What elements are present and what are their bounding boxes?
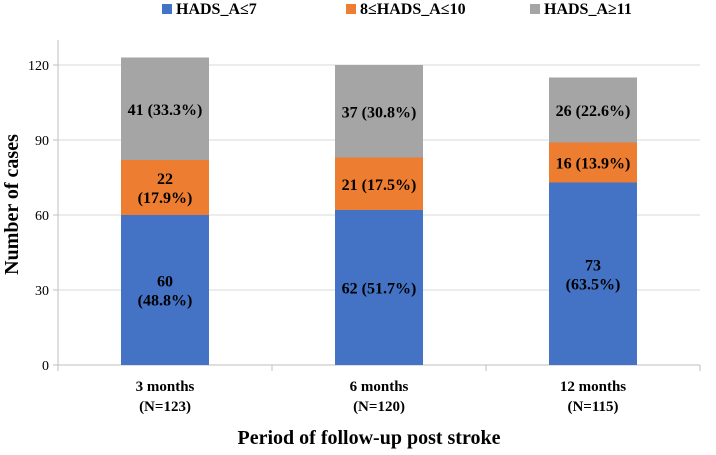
bar-segment [121, 57, 209, 160]
y-tick-label: 60 [35, 209, 49, 224]
bar-segment [121, 160, 209, 215]
x-category-label: 12 months (N=115) [560, 379, 626, 415]
bar-segment [549, 142, 637, 183]
y-tick-label: 120 [28, 59, 49, 74]
data-label: 21 (17.5%) [342, 177, 417, 194]
bar-segment [549, 77, 637, 143]
bar-segment [335, 65, 423, 158]
data-label: 62 (51.7%) [342, 281, 417, 298]
x-category-label: 3 months (N=123) [136, 379, 195, 415]
legend-swatch [530, 4, 540, 14]
data-label: 41 (33.3%) [128, 102, 203, 119]
data-label: 73 (63.5%) [566, 257, 621, 293]
y-tick-label: 30 [35, 284, 49, 299]
bar-segment [121, 215, 209, 365]
data-label: 22 (17.9%) [138, 171, 193, 207]
data-label: 60 (48.8%) [138, 274, 193, 310]
legend-swatch [162, 4, 172, 14]
data-label: 37 (30.8%) [342, 104, 417, 121]
legend-swatch [346, 4, 356, 14]
y-tick-label: 90 [35, 134, 49, 149]
bar-segment [335, 157, 423, 210]
bar-segment [549, 182, 637, 365]
legend-label: HADS_A≥11 [544, 1, 632, 18]
legend-label: HADS_A≤7 [176, 1, 257, 18]
y-tick-label: 0 [42, 359, 49, 374]
data-label: 26 (22.6%) [556, 103, 631, 120]
data-label: 16 (13.9%) [556, 156, 631, 173]
legend-label: 8≤HADS_A≤10 [360, 1, 466, 18]
x-category-label: 6 months (N=120) [350, 379, 409, 415]
y-axis-title: Number of cases [1, 134, 23, 275]
x-axis-title: Period of follow-up post stroke [238, 427, 501, 449]
bar-segment [335, 210, 423, 365]
